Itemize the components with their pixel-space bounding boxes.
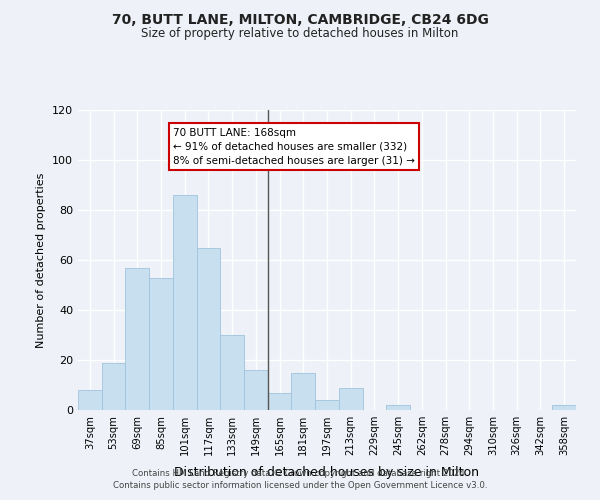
Bar xyxy=(386,405,410,410)
Y-axis label: Number of detached properties: Number of detached properties xyxy=(37,172,46,348)
Bar xyxy=(173,195,197,410)
Text: 70 BUTT LANE: 168sqm
← 91% of detached houses are smaller (332)
8% of semi-detac: 70 BUTT LANE: 168sqm ← 91% of detached h… xyxy=(173,128,415,166)
Bar xyxy=(102,362,125,410)
Bar xyxy=(244,370,268,410)
Bar xyxy=(78,390,102,410)
Bar xyxy=(268,392,292,410)
Bar xyxy=(339,388,362,410)
Text: Size of property relative to detached houses in Milton: Size of property relative to detached ho… xyxy=(142,28,458,40)
Bar xyxy=(292,372,315,410)
Text: Contains HM Land Registry data © Crown copyright and database right 2024.: Contains HM Land Registry data © Crown c… xyxy=(132,468,468,477)
Bar xyxy=(220,335,244,410)
Bar xyxy=(552,405,576,410)
Text: Contains public sector information licensed under the Open Government Licence v3: Contains public sector information licen… xyxy=(113,481,487,490)
X-axis label: Distribution of detached houses by size in Milton: Distribution of detached houses by size … xyxy=(175,466,479,479)
Bar xyxy=(197,248,220,410)
Bar xyxy=(125,268,149,410)
Bar xyxy=(315,400,339,410)
Bar xyxy=(149,278,173,410)
Text: 70, BUTT LANE, MILTON, CAMBRIDGE, CB24 6DG: 70, BUTT LANE, MILTON, CAMBRIDGE, CB24 6… xyxy=(112,12,488,26)
